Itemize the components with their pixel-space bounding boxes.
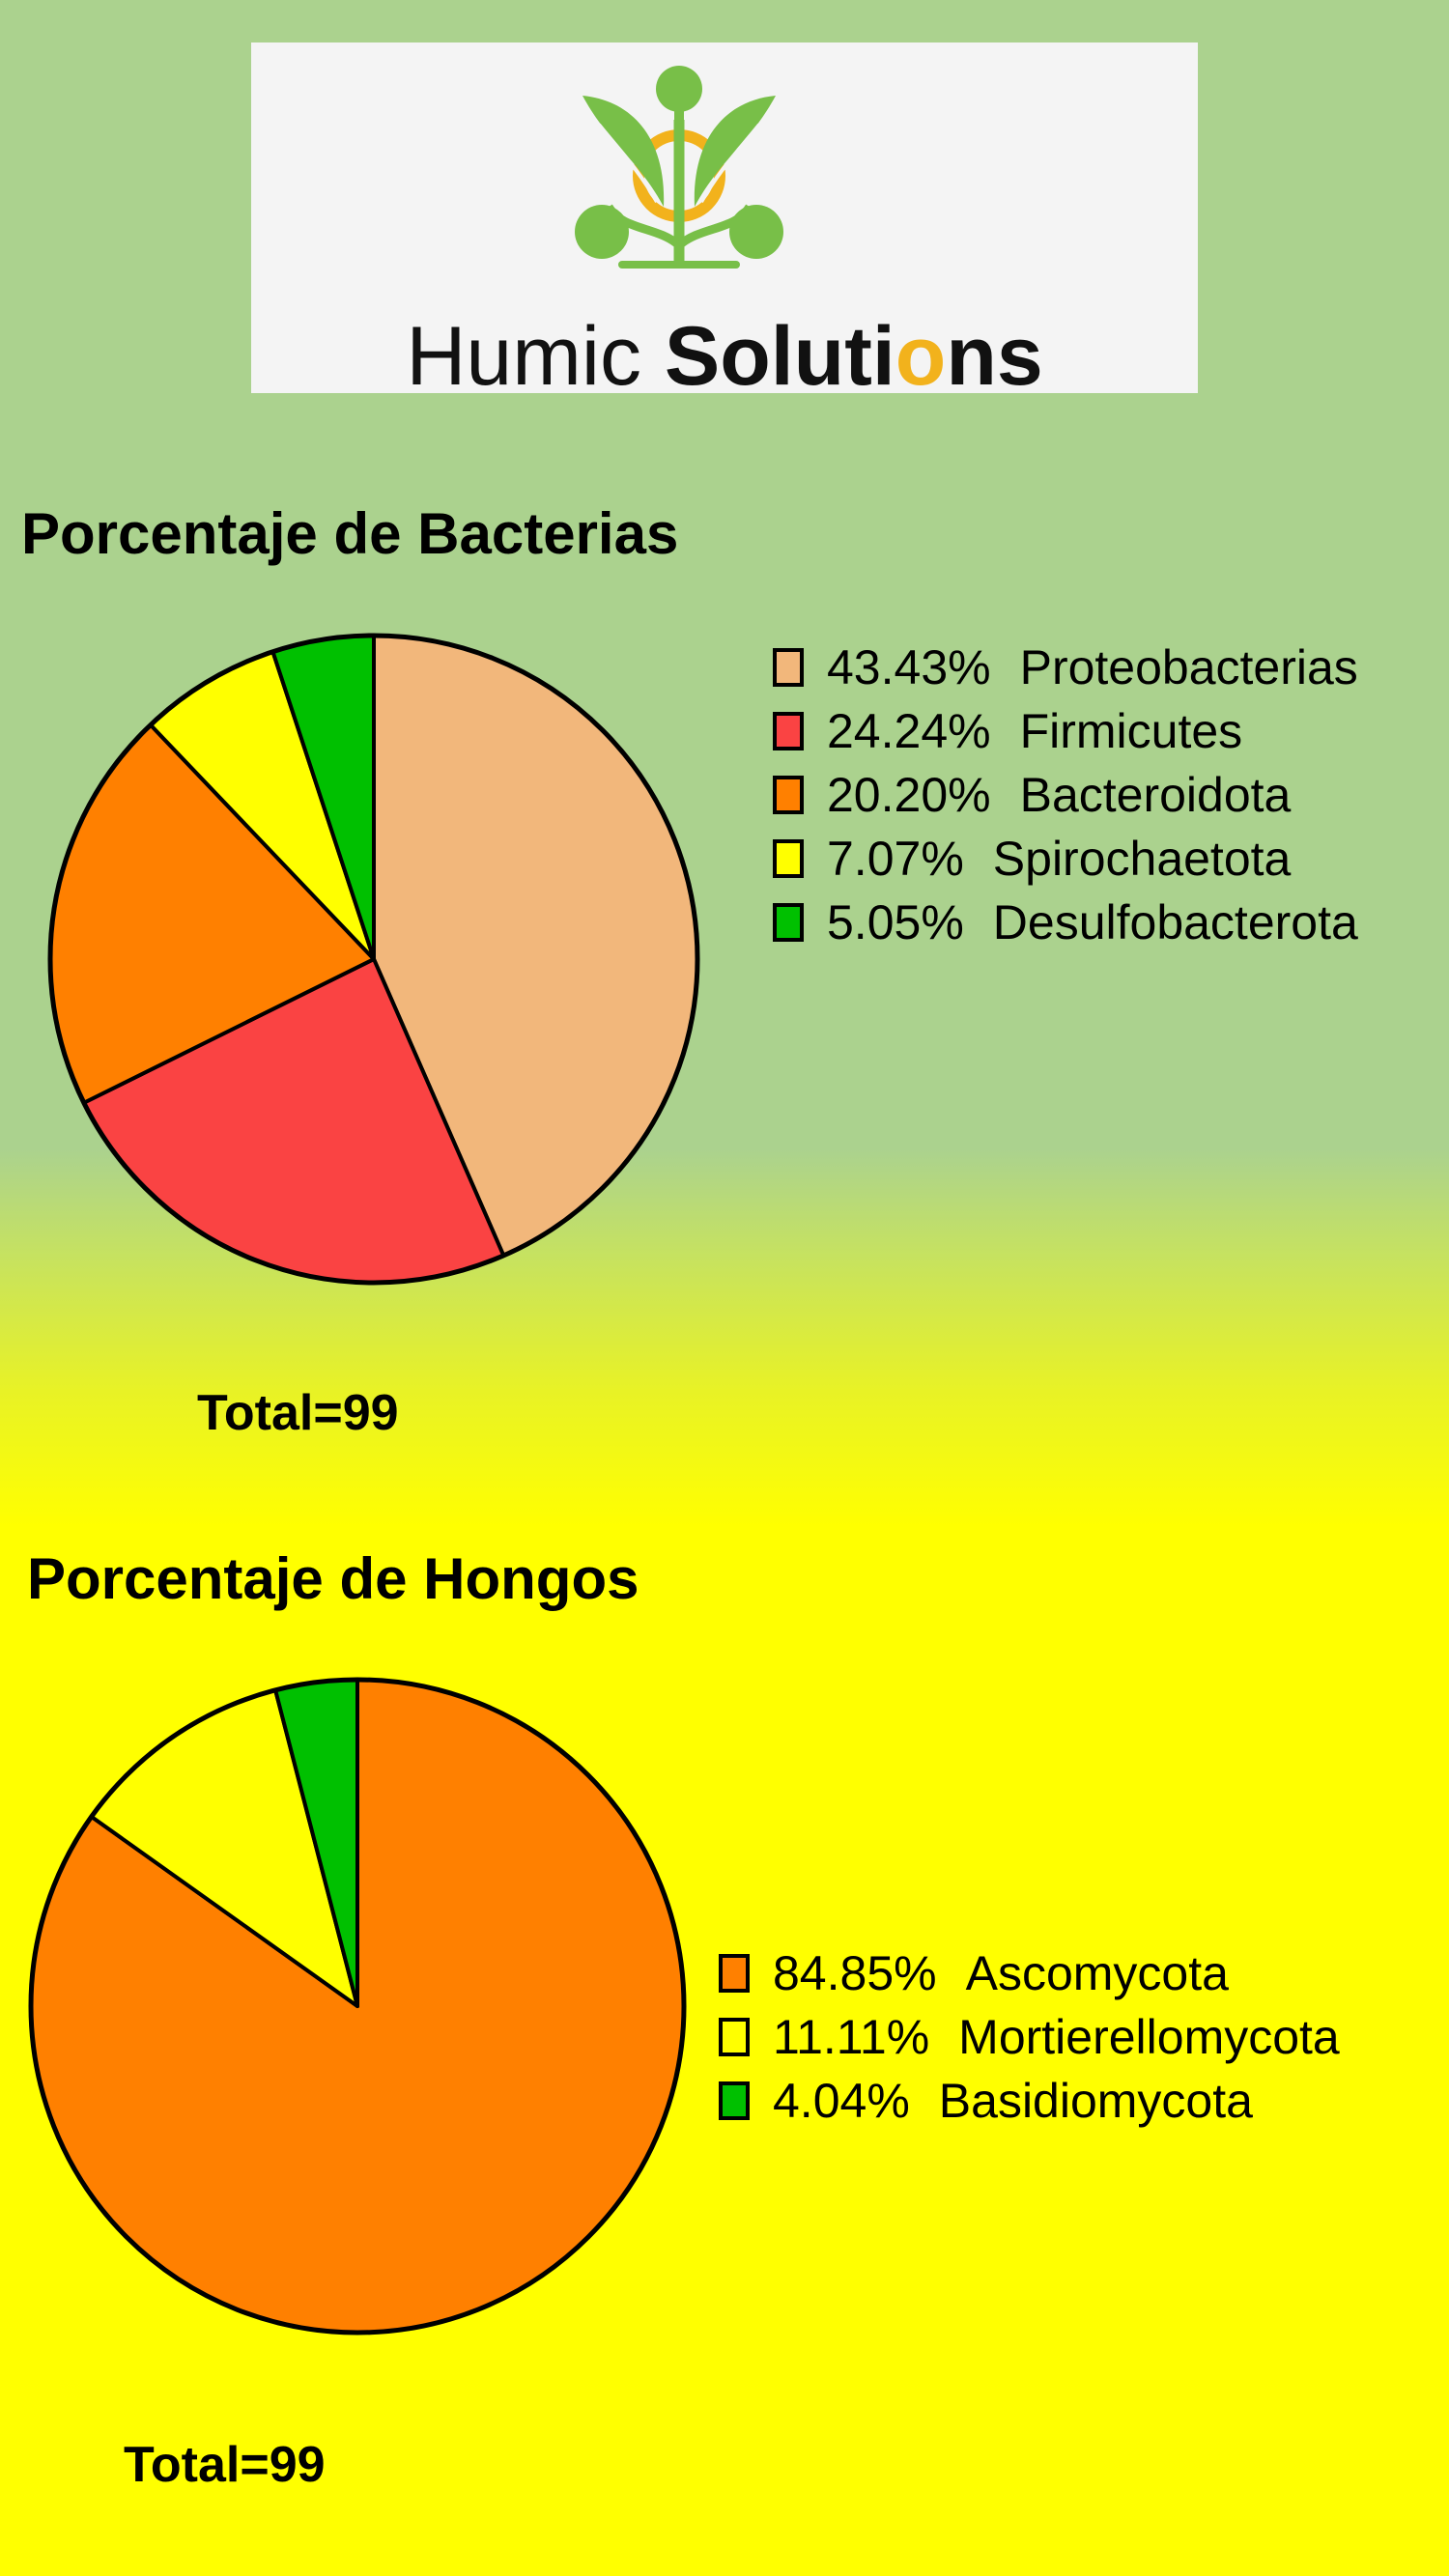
logo-word-accent: o <box>895 310 947 403</box>
legend-item: 4.04% Basidiomycota <box>719 2069 1340 2133</box>
legend-percentage: 24.24% <box>827 704 991 758</box>
legend-item: 5.05% Desulfobacterota <box>773 891 1358 954</box>
logo: Humic Solutions <box>251 42 1198 398</box>
legend-label: Mortierellomycota <box>958 2010 1340 2064</box>
logo-word-bold-3: ns <box>946 310 1043 403</box>
legend-percentage: 43.43% <box>827 640 991 694</box>
legend-swatch <box>719 2081 750 2120</box>
legend-swatch <box>719 2018 750 2056</box>
logo-word-bold-2: i <box>871 310 895 403</box>
legend-percentage: 5.05% <box>827 895 964 949</box>
logo-word-bold-1: Solut <box>664 310 872 403</box>
bacterias-chart-title: Porcentaje de Bacterias <box>21 501 679 566</box>
bacterias-pie-chart <box>47 633 700 1286</box>
hongos-legend: 84.85% Ascomycota 11.11% Mortierellomycota 4… <box>719 1941 1340 2133</box>
legend-percentage: 11.11% <box>773 2010 930 2064</box>
hongos-total-label: Total=99 <box>124 2437 326 2493</box>
legend-percentage: 7.07% <box>827 832 964 886</box>
legend-label: Bacteroidota <box>1019 768 1292 822</box>
legend-item: 84.85% Ascomycota <box>719 1941 1340 2005</box>
legend-swatch <box>719 1954 750 1993</box>
legend-label: Basidiomycota <box>938 2074 1253 2128</box>
legend-label: Spirochaetota <box>992 832 1292 886</box>
legend-swatch <box>773 712 804 750</box>
pie-outline <box>47 633 700 1286</box>
legend-label: Firmicutes <box>1019 704 1243 758</box>
legend-item: 11.11% Mortierellomycota <box>719 2005 1340 2069</box>
legend-item: 20.20% Bacteroidota <box>773 763 1358 827</box>
hongos-chart-title: Porcentaje de Hongos <box>27 1546 639 1611</box>
legend-label: Ascomycota <box>965 1946 1229 2000</box>
logo-word-light: Humic <box>406 310 665 403</box>
legend-swatch <box>773 839 804 878</box>
legend-item: 43.43% Proteobacterias <box>773 636 1358 699</box>
logo-wordmark: Humic Solutions <box>251 315 1198 398</box>
bacterias-total-label: Total=99 <box>197 1385 399 1441</box>
legend-label: Desulfobacterota <box>992 895 1358 949</box>
hongos-pie-chart <box>28 1677 687 2335</box>
legend-percentage: 4.04% <box>773 2074 910 2128</box>
humic-plant-logo-icon <box>575 66 783 269</box>
legend-percentage: 20.20% <box>827 768 991 822</box>
legend-item: 7.07% Spirochaetota <box>773 827 1358 891</box>
legend-swatch <box>773 648 804 687</box>
legend-label: Proteobacterias <box>1019 640 1358 694</box>
legend-percentage: 84.85% <box>773 1946 937 2000</box>
pie-outline <box>28 1677 687 2335</box>
legend-swatch <box>773 903 804 942</box>
legend-swatch <box>773 776 804 814</box>
legend-item: 24.24% Firmicutes <box>773 699 1358 763</box>
bacterias-legend: 43.43% Proteobacterias 24.24% Firmicutes 20.… <box>773 636 1358 954</box>
